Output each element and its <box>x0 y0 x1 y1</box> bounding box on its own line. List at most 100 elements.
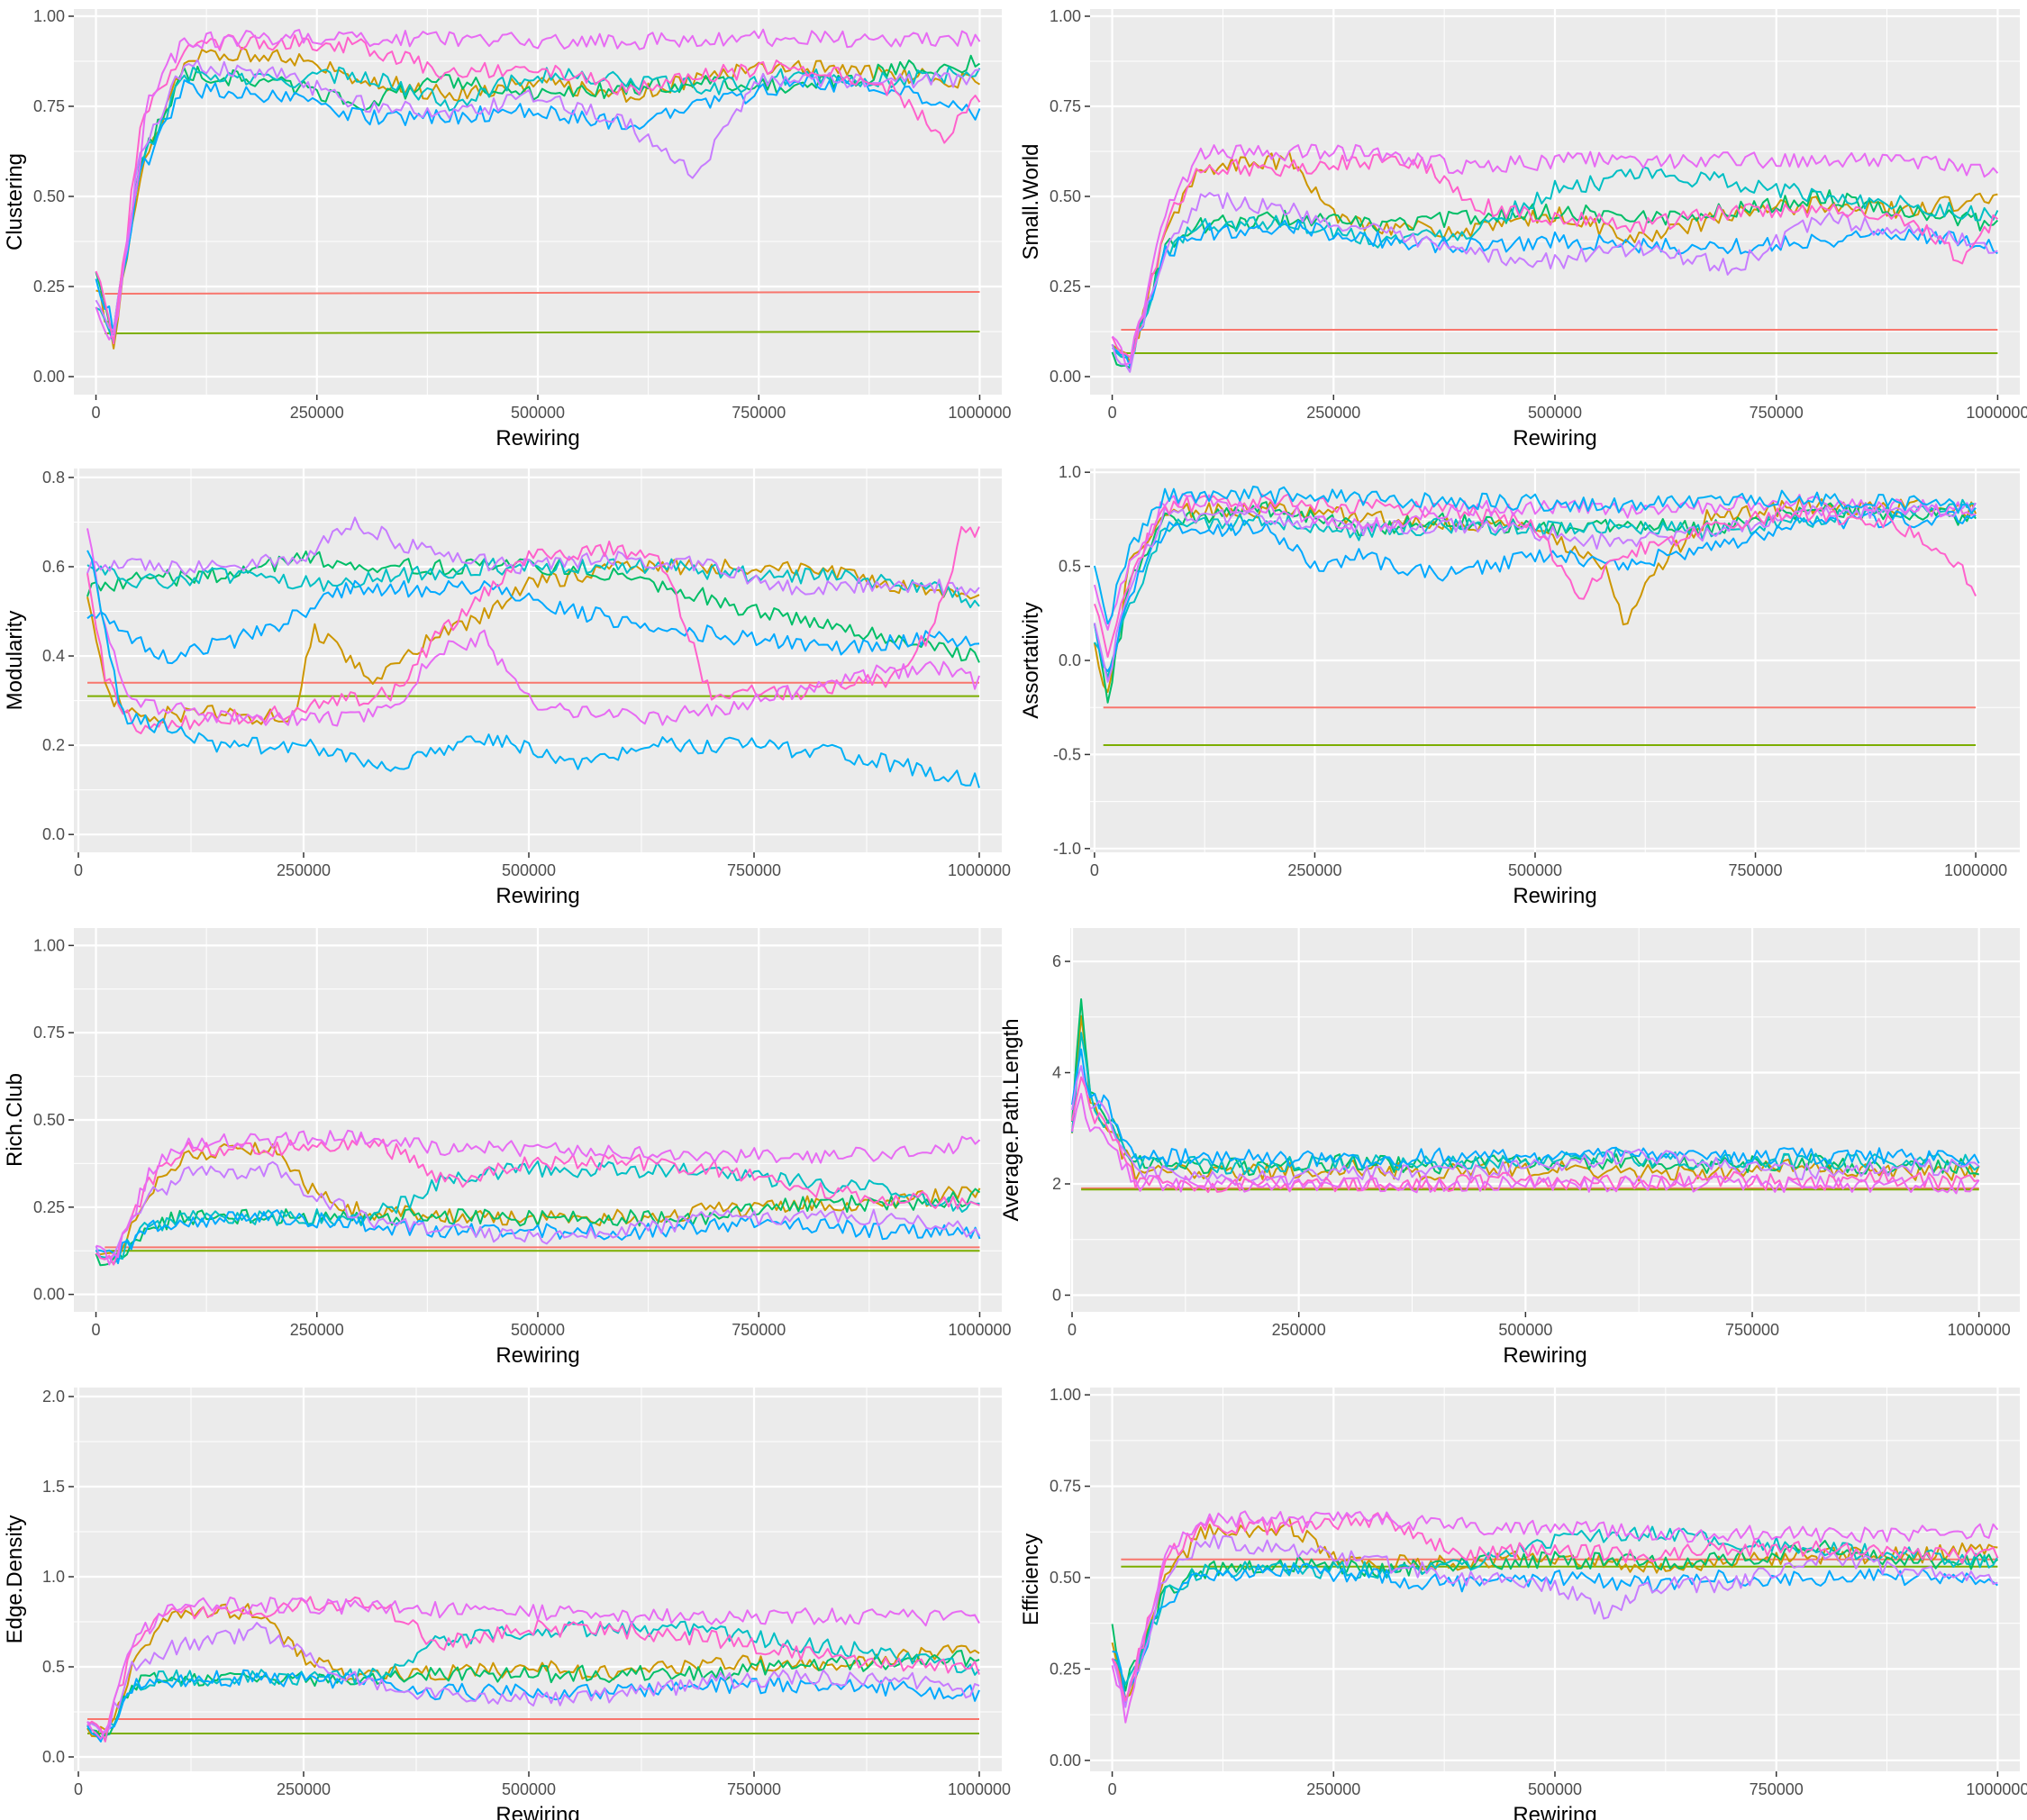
x-tick-label: 0 <box>92 404 101 422</box>
y-axis-title: Efficiency <box>1019 1533 1043 1625</box>
x-axis-title: Rewiring <box>495 1803 579 1820</box>
y-tick-label: 4 <box>1052 1064 1061 1082</box>
y-axis-title: Small.World <box>1019 144 1043 260</box>
x-tick-label: 750000 <box>732 1321 786 1339</box>
y-tick-label: 0.25 <box>33 278 65 296</box>
series-line-8 <box>1071 1076 1979 1194</box>
x-tick-label: 500000 <box>1528 404 1582 422</box>
x-axis-title: Rewiring <box>1513 884 1596 908</box>
y-tick-label: 6 <box>1052 952 1061 970</box>
y-tick-label: 0.8 <box>42 469 65 487</box>
y-tick-label: 0 <box>1052 1286 1061 1304</box>
x-tick-label: 0 <box>74 1780 83 1798</box>
series-line-10 <box>86 550 980 788</box>
y-tick-label: 0.75 <box>33 1024 65 1042</box>
x-axis-title: Rewiring <box>1513 426 1596 450</box>
series-line-8 <box>95 33 981 345</box>
series-line-9 <box>95 28 981 341</box>
x-tick-label: 1000000 <box>1948 1321 2011 1339</box>
series-line-9 <box>1111 143 1999 366</box>
y-tick-label: 1.00 <box>33 7 65 25</box>
series-line-9 <box>95 1129 981 1266</box>
y-axis-title: Clustering <box>3 153 27 250</box>
chart-modularity: 0 250000 500000 750000 1000000 0.0 0.2 0.4 0.6 0.… <box>3 469 1011 908</box>
y-axis-title: Average.Path.Length <box>999 1018 1023 1221</box>
series-line-4 <box>95 54 981 332</box>
x-tick-label: 0 <box>74 861 83 879</box>
series-line-6 <box>1071 1048 1980 1169</box>
plot-background <box>74 1388 1002 1771</box>
series-line-8 <box>1111 153 1999 359</box>
x-tick-label: 250000 <box>277 861 331 879</box>
x-tick-label: 750000 <box>1729 861 1783 879</box>
chart-efficiency: 0 250000 500000 750000 1000000 0.00 0.25 0.50 0.… <box>1019 1386 2027 1820</box>
y-tick-label: 0.25 <box>33 1198 65 1216</box>
series-group <box>1111 143 1999 373</box>
y-tick-label: 0.50 <box>33 187 65 205</box>
series-group <box>86 516 980 788</box>
x-tick-label: 1000000 <box>1966 404 2027 422</box>
y-tick-label: 2 <box>1052 1175 1061 1193</box>
series-line-6 <box>86 1669 980 1743</box>
y-tick-label: 0.00 <box>1050 1752 1081 1770</box>
chart-clustering: 0 250000 500000 750000 1000000 0.00 0.25 0.50 0.… <box>3 7 1012 450</box>
series-line-9 <box>1071 1093 1980 1195</box>
series-line-7 <box>95 1160 981 1260</box>
series-line-4 <box>86 1650 980 1739</box>
y-tick-label: 0.00 <box>33 368 65 386</box>
x-tick-label: 0 <box>1108 404 1117 422</box>
y-tick-label: 0.00 <box>1050 368 1081 386</box>
x-tick-label: 1000000 <box>948 404 1011 422</box>
x-tick-label: 500000 <box>511 404 565 422</box>
series-group <box>1071 998 1980 1195</box>
series-line-6 <box>1112 1562 1998 1704</box>
x-tick-label: 250000 <box>1272 1321 1326 1339</box>
series-group <box>95 1129 981 1267</box>
series-line-6 <box>86 579 980 665</box>
y-tick-label: 0.5 <box>42 1658 65 1676</box>
y-tick-label: -1.0 <box>1053 840 1081 858</box>
x-tick-label: 250000 <box>277 1780 331 1798</box>
series-line-6 <box>95 72 981 336</box>
series-line-2 <box>105 331 980 334</box>
y-axis-title: Edge.Density <box>3 1515 27 1644</box>
series-line-7 <box>1111 192 1998 373</box>
series-line-7 <box>1071 1065 1980 1187</box>
series-line-9 <box>86 1597 980 1740</box>
x-tick-label: 500000 <box>502 861 556 879</box>
y-tick-label: 0.75 <box>1050 97 1081 115</box>
y-tick-label: 0.75 <box>1050 1478 1081 1496</box>
y-tick-label: 0.00 <box>33 1286 65 1304</box>
x-tick-label: 750000 <box>732 404 786 422</box>
x-tick-label: 500000 <box>1508 861 1562 879</box>
y-tick-label: 0.2 <box>42 736 65 754</box>
chart-assortativity: 0 250000 500000 750000 1000000 -1.0 -0.5 0.0 0.5… <box>1019 463 2020 908</box>
series-line-8 <box>86 525 980 734</box>
y-tick-label: -0.5 <box>1053 745 1081 763</box>
x-axis-title: Rewiring <box>495 1343 579 1368</box>
y-tick-label: 0.0 <box>42 1748 65 1766</box>
series-line-1 <box>105 291 980 295</box>
plot-background <box>1070 928 2020 1312</box>
y-tick-label: 0.0 <box>42 825 65 843</box>
series-line-3 <box>86 1603 980 1738</box>
y-tick-label: 0.25 <box>1050 1660 1081 1678</box>
y-tick-label: 0.6 <box>42 558 65 576</box>
x-tick-label: 250000 <box>290 404 344 422</box>
series-line-9 <box>1111 1510 1999 1724</box>
x-tick-label: 750000 <box>727 861 781 879</box>
y-tick-label: 0.0 <box>1059 651 1081 669</box>
y-tick-label: 1.0 <box>1059 463 1081 481</box>
x-tick-label: 250000 <box>1306 1780 1360 1798</box>
y-axis-title: Modularity <box>3 611 27 711</box>
x-tick-label: 1000000 <box>948 1780 1011 1798</box>
y-tick-label: 1.5 <box>42 1478 65 1496</box>
series-line-6 <box>1112 219 1998 368</box>
series-group <box>95 28 981 350</box>
series-line-7 <box>86 1622 980 1734</box>
y-tick-label: 2.0 <box>42 1388 65 1406</box>
y-tick-label: 1.0 <box>42 1568 65 1586</box>
x-tick-label: 500000 <box>1528 1780 1582 1798</box>
x-axis-title: Rewiring <box>495 884 579 908</box>
